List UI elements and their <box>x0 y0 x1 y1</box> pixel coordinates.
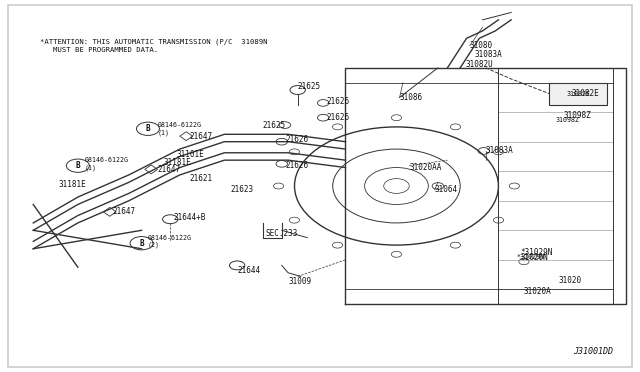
Text: 31020AA: 31020AA <box>409 163 442 172</box>
Text: 31082U: 31082U <box>465 60 493 69</box>
Text: SEC.233: SEC.233 <box>266 230 298 238</box>
Text: B: B <box>140 239 144 248</box>
Text: *31029N: *31029N <box>521 248 553 257</box>
Text: 31181E: 31181E <box>164 157 191 167</box>
Text: B: B <box>146 124 150 133</box>
Text: 31181E: 31181E <box>59 180 86 189</box>
Text: 21623: 21623 <box>231 185 254 194</box>
Text: 21647: 21647 <box>157 165 180 174</box>
Text: 31020A: 31020A <box>524 287 552 296</box>
Text: 31082E: 31082E <box>566 91 590 97</box>
Text: 31101E: 31101E <box>177 150 204 159</box>
Text: 21647: 21647 <box>189 132 212 141</box>
Text: 21626: 21626 <box>285 135 308 144</box>
Text: *ATTENTION: THIS AUTOMATIC TRANSMISSION (P/C  31089N
   MUST BE PROGRAMMED DATA.: *ATTENTION: THIS AUTOMATIC TRANSMISSION … <box>40 38 267 53</box>
Text: 31083A: 31083A <box>486 147 513 155</box>
Text: *31029N: *31029N <box>516 254 544 260</box>
Text: 21647: 21647 <box>113 207 136 217</box>
Text: 31064: 31064 <box>435 185 458 194</box>
Text: 21625: 21625 <box>262 121 286 129</box>
Text: 08146-6122G
(2): 08146-6122G (2) <box>148 235 192 248</box>
Text: 21626: 21626 <box>326 113 349 122</box>
Text: 31083A: 31083A <box>474 51 502 60</box>
Text: 31020N: 31020N <box>521 253 548 263</box>
Text: 21626: 21626 <box>326 97 349 106</box>
Text: 31086: 31086 <box>399 93 423 102</box>
Text: J31001DD: J31001DD <box>573 347 613 356</box>
Text: 08146-6122G
(1): 08146-6122G (1) <box>157 122 202 135</box>
Text: B: B <box>76 161 80 170</box>
Text: 31009: 31009 <box>288 278 311 286</box>
Text: 31098Z: 31098Z <box>563 111 591 121</box>
Text: 31082E: 31082E <box>572 89 600 98</box>
Text: 21626: 21626 <box>285 161 308 170</box>
Text: 21625: 21625 <box>298 82 321 91</box>
Text: 31098Z: 31098Z <box>556 116 580 122</box>
Text: 31080: 31080 <box>470 41 493 50</box>
Bar <box>549 83 607 105</box>
Text: 21644: 21644 <box>237 266 260 275</box>
Text: 08146-6122G
(1): 08146-6122G (1) <box>84 157 128 171</box>
Text: 21621: 21621 <box>189 174 212 183</box>
Text: 21644+B: 21644+B <box>173 213 206 222</box>
Text: 31020: 31020 <box>559 276 582 285</box>
